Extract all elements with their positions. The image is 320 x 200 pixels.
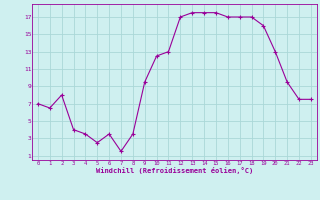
X-axis label: Windchill (Refroidissement éolien,°C): Windchill (Refroidissement éolien,°C) (96, 167, 253, 174)
